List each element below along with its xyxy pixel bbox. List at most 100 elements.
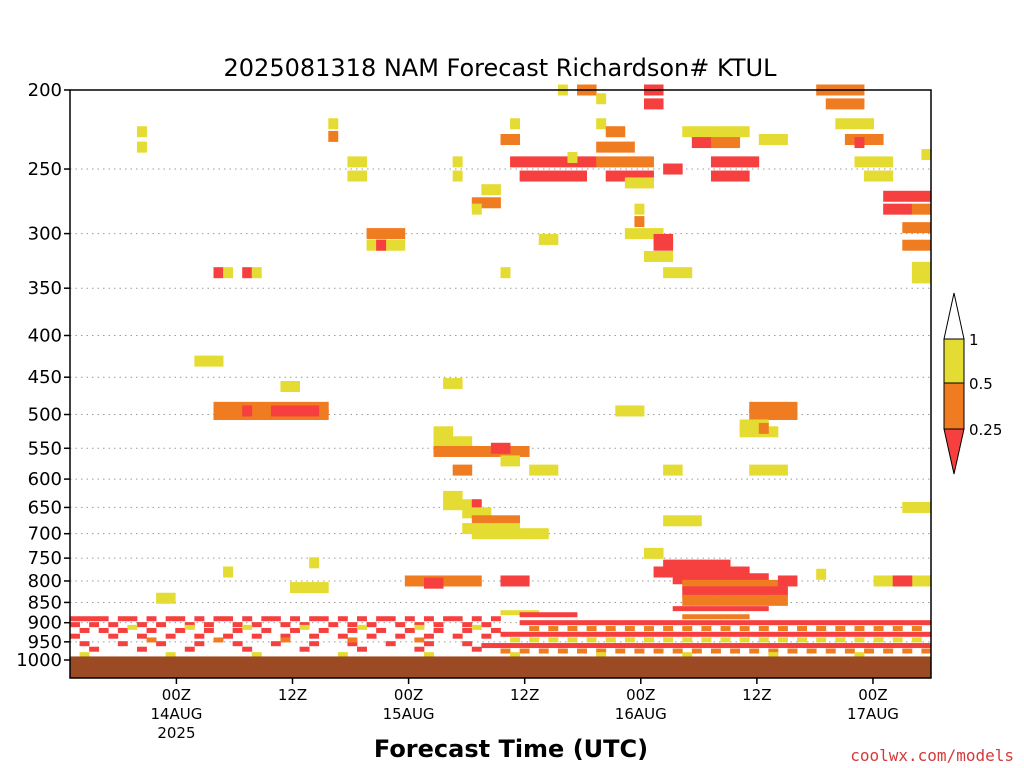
cell xyxy=(156,622,167,628)
cell xyxy=(682,515,693,527)
cell xyxy=(644,626,654,632)
cell xyxy=(854,637,865,643)
cell xyxy=(730,631,741,637)
cell xyxy=(79,616,90,622)
cell xyxy=(701,573,712,585)
cell xyxy=(806,620,817,626)
cell xyxy=(663,566,674,578)
cell xyxy=(730,156,741,168)
cell xyxy=(433,436,444,448)
cell xyxy=(816,631,827,637)
cell xyxy=(749,419,760,431)
cell xyxy=(548,156,559,168)
cell xyxy=(911,190,922,202)
cell xyxy=(557,170,568,182)
cell xyxy=(423,616,434,622)
cell xyxy=(644,170,654,182)
cell xyxy=(921,501,932,513)
cell xyxy=(481,528,492,540)
cell xyxy=(337,633,348,639)
cell xyxy=(624,631,635,637)
cell xyxy=(682,620,693,626)
cell xyxy=(357,624,367,630)
cell xyxy=(280,622,291,628)
cell xyxy=(672,267,683,279)
cell xyxy=(251,409,262,421)
cell xyxy=(911,239,922,251)
cell xyxy=(290,381,300,393)
legend-arrow-bottom xyxy=(943,428,965,475)
cell xyxy=(175,616,186,622)
cell xyxy=(471,499,482,511)
cell xyxy=(730,586,741,598)
cell xyxy=(117,627,128,633)
cell xyxy=(720,614,731,620)
cell xyxy=(433,627,444,633)
cell xyxy=(223,267,234,279)
cell xyxy=(89,622,100,628)
x-tick-label-0-0: 00Z xyxy=(162,686,191,704)
cell xyxy=(710,594,721,606)
cell xyxy=(768,464,779,476)
cell xyxy=(538,620,549,626)
cell xyxy=(634,643,645,649)
x-tick-label-0-2: 2025 xyxy=(157,724,195,742)
cell xyxy=(873,156,884,168)
cell xyxy=(376,616,387,622)
cell xyxy=(270,405,281,417)
cell xyxy=(615,170,626,182)
cell xyxy=(404,627,415,633)
cell xyxy=(223,616,234,622)
cell xyxy=(538,233,549,245)
cell xyxy=(290,627,300,633)
cell xyxy=(414,575,425,587)
x-tick-label-6-0: 00Z xyxy=(858,686,887,704)
cell xyxy=(89,646,100,652)
cell xyxy=(471,203,482,215)
cell xyxy=(663,559,674,571)
cell xyxy=(787,631,798,637)
cell xyxy=(318,582,329,594)
cell xyxy=(864,133,874,145)
cell xyxy=(452,490,463,502)
cell xyxy=(691,614,702,620)
cell xyxy=(136,622,147,628)
cell xyxy=(730,566,741,578)
cell xyxy=(701,559,712,571)
cell xyxy=(691,643,702,649)
cell xyxy=(538,648,549,654)
cell xyxy=(242,624,253,630)
cell xyxy=(691,579,702,591)
cell xyxy=(443,616,454,622)
cell xyxy=(376,228,387,240)
cell xyxy=(232,409,243,421)
cell xyxy=(720,126,731,138)
cell xyxy=(644,547,654,559)
cell xyxy=(701,626,712,632)
cell xyxy=(854,643,865,649)
cell xyxy=(720,594,731,606)
cell xyxy=(644,643,654,649)
cell xyxy=(605,637,616,643)
cell xyxy=(739,606,750,612)
cell xyxy=(194,633,205,639)
cell xyxy=(548,620,559,626)
cell xyxy=(902,575,913,587)
cell xyxy=(433,426,444,438)
cell xyxy=(921,620,932,626)
x-tick-label-1-0: 12Z xyxy=(278,686,307,704)
cell xyxy=(242,405,253,417)
y-tick-label-950: 950 xyxy=(28,632,62,653)
cell xyxy=(701,594,712,606)
cell xyxy=(194,355,205,367)
cell xyxy=(768,579,779,591)
cell xyxy=(710,170,721,182)
cell xyxy=(624,170,635,182)
cell xyxy=(739,631,750,637)
cell xyxy=(825,620,836,626)
cell xyxy=(548,626,559,632)
y-tick-label-650: 650 xyxy=(28,497,62,518)
cell xyxy=(710,137,721,149)
cell xyxy=(596,156,607,168)
cell xyxy=(261,616,272,622)
